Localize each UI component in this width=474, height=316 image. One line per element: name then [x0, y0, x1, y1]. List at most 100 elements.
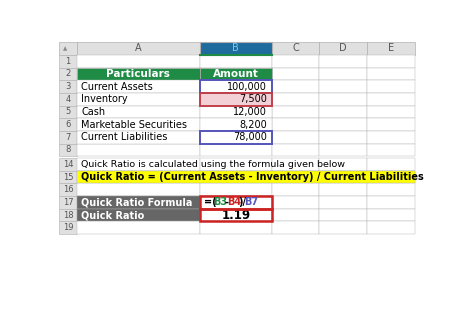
FancyBboxPatch shape	[272, 106, 319, 118]
FancyBboxPatch shape	[77, 68, 200, 80]
FancyBboxPatch shape	[319, 80, 367, 93]
FancyBboxPatch shape	[367, 93, 415, 106]
FancyBboxPatch shape	[200, 171, 272, 183]
FancyBboxPatch shape	[59, 171, 77, 183]
FancyBboxPatch shape	[319, 196, 367, 209]
Text: 12,000: 12,000	[233, 107, 267, 117]
FancyBboxPatch shape	[367, 143, 415, 156]
FancyBboxPatch shape	[319, 55, 367, 68]
Text: 1: 1	[65, 57, 71, 66]
Text: )/: )/	[238, 198, 246, 207]
Text: Quick Ratio is calculated using the formula given below: Quick Ratio is calculated using the form…	[81, 160, 345, 169]
Text: 19: 19	[63, 223, 73, 232]
FancyBboxPatch shape	[59, 118, 77, 131]
FancyBboxPatch shape	[367, 158, 415, 171]
FancyBboxPatch shape	[59, 106, 77, 118]
FancyBboxPatch shape	[59, 93, 77, 106]
FancyBboxPatch shape	[200, 209, 272, 221]
Text: Current Assets: Current Assets	[82, 82, 153, 92]
FancyBboxPatch shape	[77, 196, 200, 209]
FancyBboxPatch shape	[272, 80, 319, 93]
FancyBboxPatch shape	[367, 131, 415, 143]
FancyBboxPatch shape	[59, 221, 77, 234]
Text: B7: B7	[245, 198, 259, 207]
FancyBboxPatch shape	[77, 221, 200, 234]
FancyBboxPatch shape	[367, 221, 415, 234]
Text: ▲: ▲	[64, 46, 68, 52]
FancyBboxPatch shape	[200, 42, 272, 55]
FancyBboxPatch shape	[367, 106, 415, 118]
FancyBboxPatch shape	[272, 68, 319, 80]
FancyBboxPatch shape	[272, 42, 319, 55]
FancyBboxPatch shape	[77, 68, 200, 80]
FancyBboxPatch shape	[367, 118, 415, 131]
FancyBboxPatch shape	[200, 68, 272, 80]
FancyBboxPatch shape	[200, 106, 272, 118]
FancyBboxPatch shape	[319, 68, 367, 80]
FancyBboxPatch shape	[272, 118, 319, 131]
FancyBboxPatch shape	[77, 55, 200, 68]
Text: 18: 18	[63, 210, 73, 220]
FancyBboxPatch shape	[200, 196, 272, 209]
FancyBboxPatch shape	[319, 93, 367, 106]
FancyBboxPatch shape	[272, 131, 319, 143]
Text: A: A	[135, 43, 142, 53]
FancyBboxPatch shape	[59, 158, 77, 171]
FancyBboxPatch shape	[272, 183, 319, 196]
FancyBboxPatch shape	[59, 131, 77, 143]
FancyBboxPatch shape	[77, 158, 200, 171]
Text: Marketable Securities: Marketable Securities	[82, 119, 187, 130]
FancyBboxPatch shape	[77, 93, 200, 106]
FancyBboxPatch shape	[200, 55, 272, 68]
FancyBboxPatch shape	[77, 131, 200, 143]
FancyBboxPatch shape	[59, 68, 77, 80]
Text: 15: 15	[63, 173, 73, 182]
FancyBboxPatch shape	[200, 131, 272, 143]
FancyBboxPatch shape	[319, 221, 367, 234]
Text: 17: 17	[63, 198, 73, 207]
FancyBboxPatch shape	[367, 196, 415, 209]
FancyBboxPatch shape	[367, 80, 415, 93]
FancyBboxPatch shape	[272, 196, 319, 209]
Text: 16: 16	[63, 185, 73, 194]
FancyBboxPatch shape	[77, 118, 200, 131]
FancyBboxPatch shape	[319, 209, 367, 221]
FancyBboxPatch shape	[319, 183, 367, 196]
FancyBboxPatch shape	[77, 209, 200, 221]
FancyBboxPatch shape	[200, 131, 272, 143]
Text: 2: 2	[65, 70, 71, 78]
Text: D: D	[339, 43, 347, 53]
FancyBboxPatch shape	[200, 183, 272, 196]
Text: 8,200: 8,200	[239, 119, 267, 130]
Text: 7: 7	[65, 133, 71, 142]
FancyBboxPatch shape	[319, 42, 367, 55]
FancyBboxPatch shape	[200, 93, 272, 106]
FancyBboxPatch shape	[319, 171, 367, 183]
FancyBboxPatch shape	[367, 55, 415, 68]
FancyBboxPatch shape	[200, 221, 272, 234]
Text: 3: 3	[65, 82, 71, 91]
Text: E: E	[388, 43, 394, 53]
FancyBboxPatch shape	[77, 80, 200, 93]
Text: Cash: Cash	[82, 107, 105, 117]
FancyBboxPatch shape	[77, 106, 200, 118]
FancyBboxPatch shape	[272, 221, 319, 234]
FancyBboxPatch shape	[319, 143, 367, 156]
FancyBboxPatch shape	[200, 80, 272, 93]
FancyBboxPatch shape	[367, 209, 415, 221]
Text: B3: B3	[213, 198, 228, 207]
FancyBboxPatch shape	[77, 106, 200, 118]
FancyBboxPatch shape	[200, 196, 272, 209]
FancyBboxPatch shape	[200, 209, 272, 221]
FancyBboxPatch shape	[272, 93, 319, 106]
FancyBboxPatch shape	[319, 118, 367, 131]
Text: 7,500: 7,500	[239, 94, 267, 104]
FancyBboxPatch shape	[77, 171, 200, 183]
FancyBboxPatch shape	[200, 158, 272, 171]
FancyBboxPatch shape	[319, 106, 367, 118]
FancyBboxPatch shape	[77, 118, 200, 131]
FancyBboxPatch shape	[272, 143, 319, 156]
FancyBboxPatch shape	[367, 171, 415, 183]
FancyBboxPatch shape	[272, 158, 319, 171]
FancyBboxPatch shape	[77, 171, 415, 183]
